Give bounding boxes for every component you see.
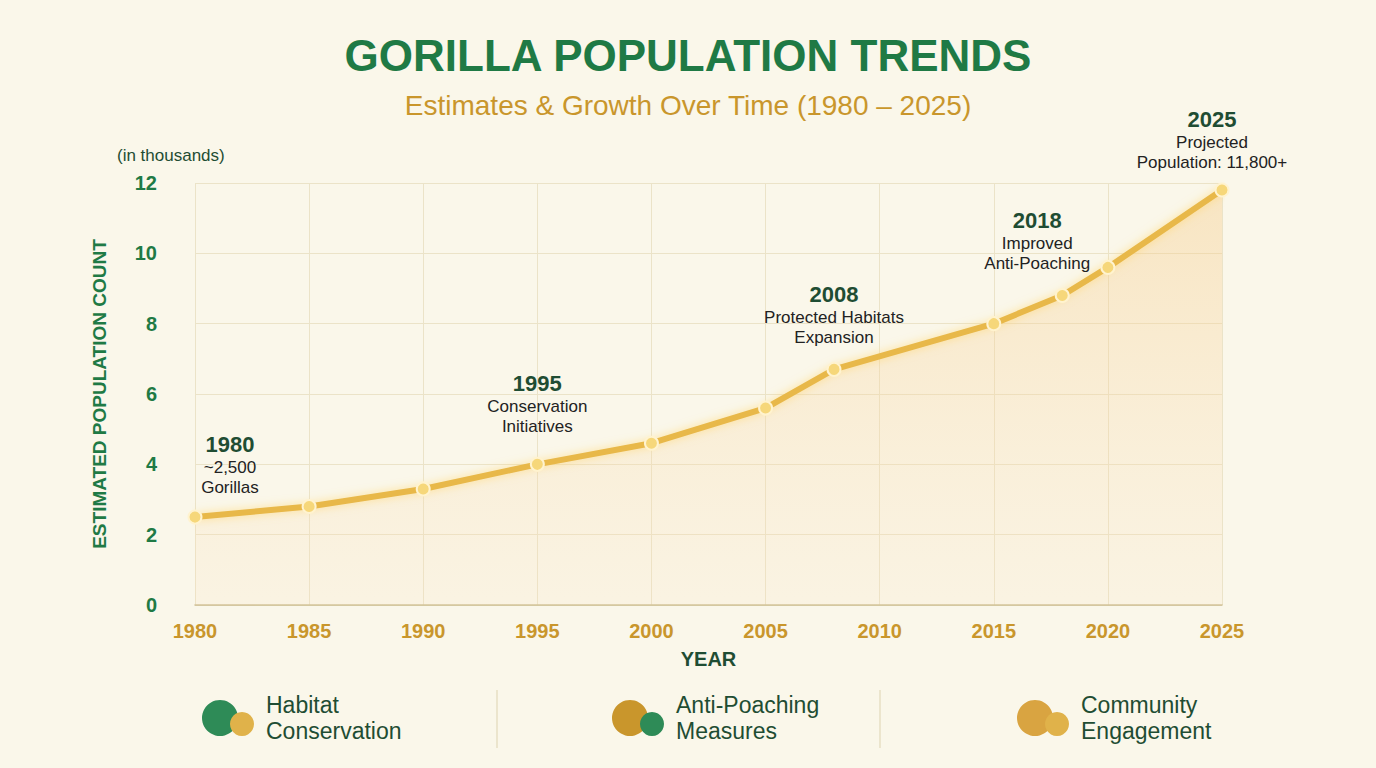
svg-text:Conservation: Conservation (487, 397, 587, 416)
svg-text:8: 8 (146, 313, 157, 335)
svg-text:6: 6 (146, 383, 157, 405)
svg-text:12: 12 (135, 172, 157, 194)
svg-text:Protected Habitats: Protected Habitats (764, 308, 904, 327)
svg-text:2025: 2025 (1200, 620, 1245, 642)
svg-text:(in thousands): (in thousands) (117, 146, 225, 165)
svg-text:2005: 2005 (743, 620, 788, 642)
svg-text:Habitat: Habitat (266, 692, 339, 718)
svg-text:Projected: Projected (1176, 133, 1248, 152)
svg-text:Engagement: Engagement (1081, 718, 1212, 744)
svg-text:Community: Community (1081, 692, 1198, 718)
svg-text:Initiatives: Initiatives (502, 417, 573, 436)
svg-text:1985: 1985 (287, 620, 332, 642)
svg-text:Anti-Poaching: Anti-Poaching (676, 692, 819, 718)
svg-text:2020: 2020 (1086, 620, 1131, 642)
svg-text:10: 10 (135, 242, 157, 264)
svg-text:2018: 2018 (1013, 208, 1062, 233)
svg-text:Gorillas: Gorillas (201, 478, 259, 497)
svg-text:1980: 1980 (206, 432, 255, 457)
svg-text:4: 4 (146, 453, 158, 475)
svg-text:2010: 2010 (857, 620, 902, 642)
svg-text:Anti-Poaching: Anti-Poaching (984, 254, 1090, 273)
svg-text:Population: 11,800+: Population: 11,800+ (1137, 153, 1288, 172)
svg-text:~2,500: ~2,500 (204, 458, 256, 477)
svg-text:2000: 2000 (629, 620, 674, 642)
svg-text:Expansion: Expansion (794, 328, 873, 347)
svg-text:2: 2 (146, 524, 157, 546)
svg-text:Measures: Measures (676, 718, 777, 744)
svg-text:Conservation: Conservation (266, 718, 402, 744)
svg-text:1995: 1995 (513, 371, 562, 396)
svg-text:Improved: Improved (1002, 234, 1073, 253)
svg-text:1990: 1990 (401, 620, 446, 642)
svg-text:ESTIMATED POPULATION COUNT: ESTIMATED POPULATION COUNT (89, 239, 110, 549)
svg-text:1995: 1995 (515, 620, 560, 642)
svg-text:2015: 2015 (972, 620, 1017, 642)
svg-text:Estimates & Growth Over Time (: Estimates & Growth Over Time (1980 – 202… (405, 90, 971, 121)
svg-text:YEAR: YEAR (681, 648, 737, 670)
svg-text:0: 0 (146, 594, 157, 616)
svg-text:1980: 1980 (173, 620, 218, 642)
svg-text:2008: 2008 (810, 282, 859, 307)
svg-text:2025: 2025 (1188, 107, 1237, 132)
svg-text:GORILLA POPULATION TRENDS: GORILLA POPULATION TRENDS (345, 31, 1032, 80)
